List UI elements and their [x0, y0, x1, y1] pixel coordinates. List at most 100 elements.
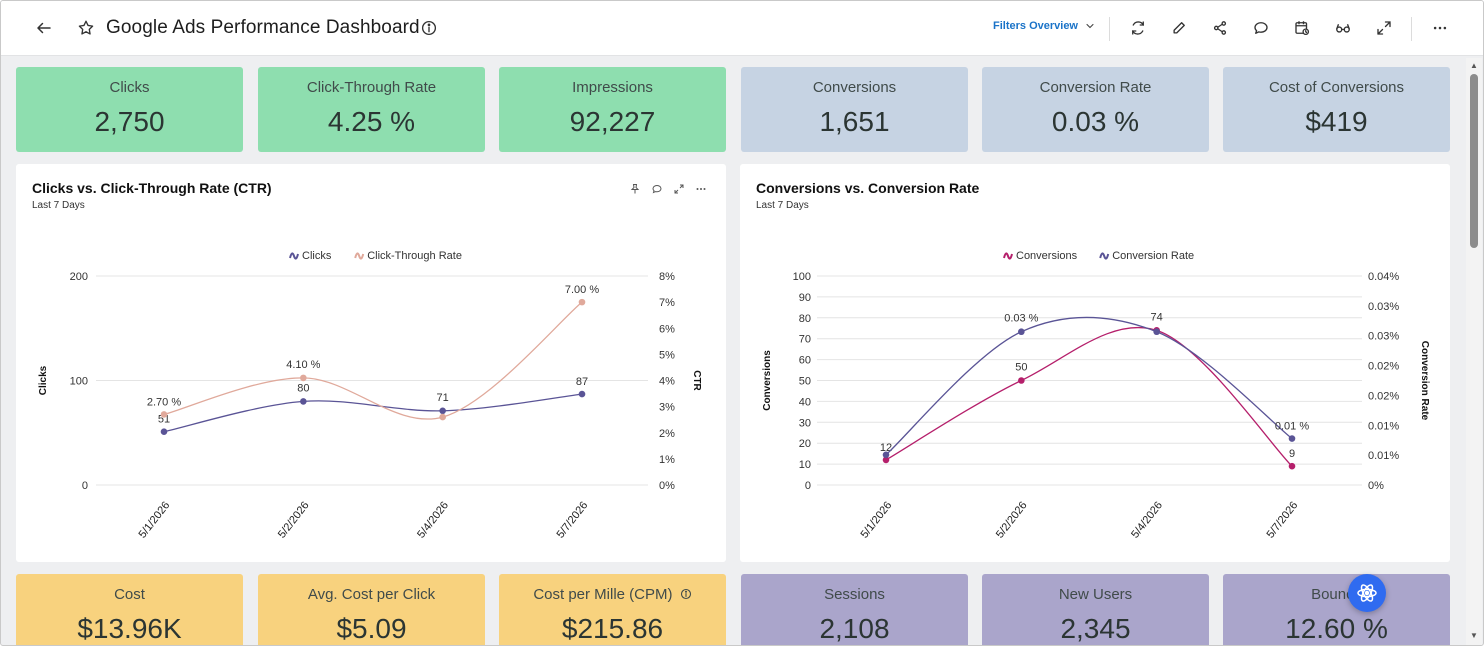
- y2-tick-label: 0.02%: [1368, 361, 1399, 373]
- data-point[interactable]: [882, 451, 890, 459]
- data-point[interactable]: [1018, 377, 1025, 384]
- data-point[interactable]: [578, 390, 586, 398]
- y2-tick-label: 6%: [659, 323, 675, 335]
- pin-icon[interactable]: [628, 182, 642, 196]
- scrollbar-thumb[interactable]: [1470, 74, 1478, 248]
- kpi-label: Conversion Rate: [1039, 79, 1152, 96]
- kpi-avg-cost-per-click[interactable]: Avg. Cost per Click $5.09: [258, 574, 485, 645]
- kpi-impressions[interactable]: Impressions 92,227: [499, 67, 726, 152]
- x-tick-label: 5/2/2026: [276, 499, 312, 540]
- data-point[interactable]: [300, 398, 307, 405]
- data-point[interactable]: [578, 298, 586, 306]
- kpi-value: $5.09: [336, 613, 407, 644]
- kpi-click-through-rate[interactable]: Click-Through Rate 4.25 %: [258, 67, 485, 152]
- y-tick-label: 90: [799, 292, 811, 304]
- info-icon[interactable]: [417, 16, 441, 40]
- x-tick-label: 5/7/2026: [1265, 499, 1301, 540]
- ai-assistant-button[interactable]: [1348, 574, 1386, 612]
- refresh-icon[interactable]: [1126, 16, 1150, 40]
- kpi-label: Avg. Cost per Click: [307, 586, 436, 603]
- kpi-conversions[interactable]: Conversions 1,651: [741, 67, 968, 152]
- data-point[interactable]: [1288, 462, 1296, 470]
- data-point[interactable]: [439, 407, 446, 415]
- kpi-label: Bounce: [1311, 586, 1362, 603]
- comment-icon[interactable]: [650, 182, 664, 196]
- data-point[interactable]: [439, 413, 446, 421]
- x-tick-label: 5/2/2026: [994, 499, 1030, 540]
- legend-label[interactable]: Conversion Rate: [1112, 250, 1194, 262]
- kpi-cost-of-conversions[interactable]: Cost of Conversions $419: [1223, 67, 1450, 152]
- info-icon[interactable]: [680, 588, 692, 600]
- kpi-cost-per-mille[interactable]: Cost per Mille (CPM) $215.86: [499, 574, 726, 645]
- kpi-label: Conversions: [812, 79, 897, 96]
- chart-title: Conversions vs. Conversion Rate: [756, 180, 980, 196]
- data-point[interactable]: [1153, 328, 1160, 336]
- chart-title: Clicks vs. Click-Through Rate (CTR): [32, 180, 272, 196]
- series-line: [885, 326, 1293, 467]
- fullscreen-expand-icon[interactable]: [1372, 16, 1396, 40]
- y2-tick-label: 7%: [659, 297, 675, 309]
- filters-overview-dropdown[interactable]: Filters Overview: [993, 20, 1096, 32]
- data-label: 74: [1151, 311, 1163, 323]
- y2-tick-label: 0.04%: [1368, 271, 1399, 283]
- data-point[interactable]: [882, 456, 890, 464]
- scroll-up-arrow-icon[interactable]: ▲: [1470, 61, 1478, 70]
- data-label: 0.01 %: [1275, 421, 1309, 433]
- chart-card-conversions-rate[interactable]: Conversions vs. Conversion Rate Last 7 D…: [740, 164, 1450, 562]
- kpi-value: $13.96K: [77, 613, 182, 644]
- kpi-cost[interactable]: Cost $13.96K: [16, 574, 243, 645]
- kpi-value: $419: [1305, 106, 1368, 137]
- y2-tick-label: 0.03%: [1368, 331, 1399, 343]
- y2-axis-label: Conversion Rate: [1419, 341, 1430, 421]
- kpi-new-users[interactable]: New Users 2,345: [982, 574, 1209, 645]
- comment-icon[interactable]: [1249, 16, 1273, 40]
- top-bar: Google Ads Performance Dashboard Filters…: [1, 1, 1483, 56]
- x-tick-label: 5/1/2026: [859, 499, 895, 540]
- y2-tick-label: 8%: [659, 271, 675, 283]
- y-tick-label: 0: [805, 480, 811, 492]
- back-arrow-icon[interactable]: [32, 16, 56, 40]
- expand-icon[interactable]: [672, 182, 686, 196]
- data-point[interactable]: [1288, 435, 1296, 442]
- kpi-value: 12.60 %: [1285, 613, 1388, 644]
- edit-pencil-icon[interactable]: [1167, 16, 1191, 40]
- kpi-clicks[interactable]: Clicks 2,750: [16, 67, 243, 152]
- star-icon[interactable]: [74, 16, 98, 40]
- y-tick-label: 100: [793, 271, 811, 283]
- data-point[interactable]: [160, 428, 168, 436]
- kpi-sessions[interactable]: Sessions 2,108: [741, 574, 968, 645]
- y-tick-label: 40: [799, 396, 811, 408]
- vertical-scrollbar[interactable]: ▲ ▼: [1466, 58, 1482, 645]
- y2-tick-label: 1%: [659, 454, 675, 466]
- more-options-icon[interactable]: [694, 182, 708, 196]
- kpi-value: 4.25 %: [327, 106, 416, 137]
- y2-tick-label: 0.03%: [1368, 301, 1399, 313]
- y2-tick-label: 0.01%: [1368, 450, 1399, 462]
- more-options-icon[interactable]: [1428, 16, 1452, 40]
- chart-card-clicks-ctr[interactable]: Clicks vs. Click-Through Rate (CTR) Last…: [16, 164, 726, 562]
- kpi-label: Cost of Conversions: [1268, 79, 1405, 96]
- toolbar-divider: [1411, 17, 1412, 41]
- series-line: [885, 316, 1293, 456]
- kpi-conversion-rate[interactable]: Conversion Rate 0.03 %: [982, 67, 1209, 152]
- schedule-calendar-icon[interactable]: [1290, 16, 1314, 40]
- share-icon[interactable]: [1208, 16, 1232, 40]
- legend-label[interactable]: Click-Through Rate: [367, 250, 462, 262]
- x-tick-label: 5/4/2026: [415, 499, 451, 540]
- y-tick-label: 200: [70, 271, 88, 283]
- chevron-down-icon: [1086, 23, 1094, 29]
- legend-label[interactable]: Clicks: [302, 250, 332, 262]
- y2-axis-label: CTR: [691, 370, 702, 391]
- y2-tick-label: 0%: [1368, 480, 1384, 492]
- y-tick-label: 100: [70, 376, 88, 388]
- data-point[interactable]: [1018, 328, 1025, 336]
- data-point[interactable]: [300, 374, 307, 382]
- scroll-down-arrow-icon[interactable]: ▼: [1470, 631, 1478, 640]
- y2-tick-label: 0.01%: [1368, 420, 1399, 432]
- legend-label[interactable]: Conversions: [1016, 250, 1078, 262]
- data-point[interactable]: [160, 411, 168, 418]
- kpi-bounce[interactable]: Bounce 12.60 %: [1223, 574, 1450, 645]
- data-label: 51: [158, 414, 170, 426]
- glasses-view-icon[interactable]: [1331, 16, 1355, 40]
